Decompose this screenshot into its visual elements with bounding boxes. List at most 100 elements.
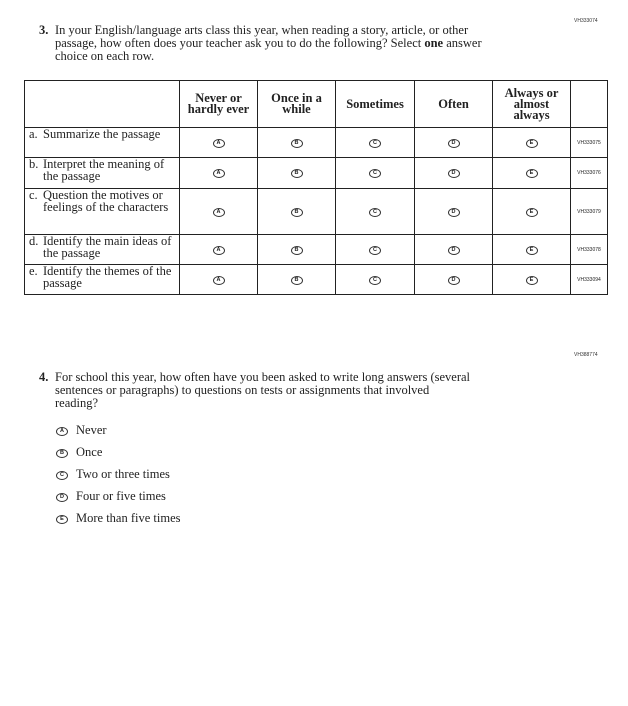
answer-bubble-c[interactable]: C xyxy=(369,169,381,179)
answer-cell: B xyxy=(257,157,336,189)
answer-bubble-a[interactable]: A xyxy=(56,426,68,436)
response-grid: Never or hardly ever Once in a while Sometim… xyxy=(24,80,608,295)
answer-cell: E xyxy=(492,127,571,158)
answer-option[interactable]: A Never xyxy=(56,423,107,438)
answer-option[interactable]: B Once xyxy=(56,445,102,460)
answer-bubble-a[interactable]: A xyxy=(212,207,225,217)
item-code: VH333094 xyxy=(570,264,608,295)
answer-cell: B xyxy=(257,234,336,265)
answer-bubble-d[interactable]: D xyxy=(56,492,68,502)
row-label: b. Interpret the meaning of the passage xyxy=(24,157,180,189)
answer-option[interactable]: C Two or three times xyxy=(56,467,170,482)
column-header: Often xyxy=(414,80,493,128)
answer-cell: D xyxy=(414,234,493,265)
answer-cell: D xyxy=(414,157,493,189)
question-text: passage, how often does your teacher ask… xyxy=(55,36,482,50)
answer-bubble-e[interactable]: E xyxy=(525,275,538,285)
question-text: sentences or paragraphs) to questions on… xyxy=(55,383,430,397)
option-label: Four or five times xyxy=(76,489,166,503)
answer-cell: A xyxy=(179,234,258,265)
row-label: c. Question the motives or feelings of th… xyxy=(24,188,180,235)
table-row: d. Identify the main ideas of the passage… xyxy=(24,234,608,265)
answer-cell: A xyxy=(179,127,258,158)
answer-bubble-d[interactable]: D xyxy=(447,138,460,148)
answer-cell: C xyxy=(335,157,415,189)
answer-cell: A xyxy=(179,188,258,235)
table-row: a. Summarize the passage A B C D E VH333075 xyxy=(24,127,608,158)
answer-bubble-b[interactable]: B xyxy=(290,138,303,148)
answer-cell: C xyxy=(335,264,415,295)
option-label: Once xyxy=(76,445,103,459)
answer-cell: C xyxy=(335,234,415,265)
answer-option[interactable]: D Four or five times xyxy=(56,489,166,504)
answer-bubble-a[interactable]: A xyxy=(212,138,225,148)
table-row: b. Interpret the meaning of the passage A B… xyxy=(24,157,608,189)
item-code: VH333074 xyxy=(574,18,598,24)
answer-cell: A xyxy=(179,264,258,295)
row-label: d. Identify the main ideas of the passage xyxy=(24,234,180,265)
answer-cell: E xyxy=(492,234,571,265)
answer-bubble-b[interactable]: B xyxy=(290,275,303,285)
answer-bubble-b[interactable]: B xyxy=(290,169,303,179)
item-code: VH333078 xyxy=(570,234,608,265)
answer-bubble-c[interactable]: C xyxy=(369,138,381,148)
answer-cell: B xyxy=(257,188,336,235)
option-label: Two or three times xyxy=(76,467,170,481)
answer-cell: E xyxy=(492,188,571,235)
answer-cell: E xyxy=(492,264,571,295)
question-number: 4. xyxy=(39,370,49,384)
answer-cell: B xyxy=(257,264,336,295)
answer-bubble-a[interactable]: A xyxy=(212,169,225,179)
answer-cell: C xyxy=(335,188,415,235)
answer-bubble-d[interactable]: D xyxy=(447,245,460,255)
answer-bubble-e[interactable]: E xyxy=(525,169,538,179)
question-4: 4. For school this year, how often have … xyxy=(39,370,555,410)
answer-bubble-e[interactable]: E xyxy=(525,245,538,255)
answer-bubble-d[interactable]: D xyxy=(447,169,460,179)
answer-cell: B xyxy=(257,127,336,158)
column-header: Always or almost always xyxy=(492,80,571,128)
item-code: VH388774 xyxy=(574,352,598,358)
answer-cell: A xyxy=(179,157,258,189)
row-label: a. Summarize the passage xyxy=(24,127,180,158)
question-number: 3. xyxy=(39,23,49,37)
question-text: For school this year, how often have you… xyxy=(55,370,471,384)
answer-bubble-a[interactable]: A xyxy=(212,275,225,285)
answer-cell: C xyxy=(335,127,415,158)
answer-bubble-c[interactable]: C xyxy=(369,207,381,217)
table-row: c. Question the motives or feelings of th… xyxy=(24,188,608,235)
answer-bubble-b[interactable]: B xyxy=(56,448,68,458)
column-header: Once in a while xyxy=(257,80,336,128)
answer-bubble-c[interactable]: C xyxy=(56,470,68,480)
header-blank xyxy=(24,80,180,128)
item-code: VH333075 xyxy=(570,127,608,158)
answer-cell: D xyxy=(414,264,493,295)
answer-bubble-a[interactable]: A xyxy=(212,245,225,255)
answer-cell: D xyxy=(414,127,493,158)
answer-bubble-e[interactable]: E xyxy=(525,138,538,148)
answer-bubble-e[interactable]: E xyxy=(56,514,68,524)
question-3: 3. In your English/language arts class t… xyxy=(39,23,575,63)
answer-bubble-d[interactable]: D xyxy=(447,275,460,285)
question-text: In your English/language arts class this… xyxy=(55,23,469,37)
answer-bubble-c[interactable]: C xyxy=(369,245,381,255)
question-text: choice on each row. xyxy=(55,49,155,63)
answer-bubble-e[interactable]: E xyxy=(525,207,538,217)
option-label: Never xyxy=(76,423,107,437)
answer-cell: E xyxy=(492,157,571,189)
row-label: e. Identify the themes of the passage xyxy=(24,264,180,295)
answer-option[interactable]: E More than five times xyxy=(56,511,181,526)
header-blank xyxy=(570,80,608,128)
table-row: e. Identify the themes of the passage A B C D… xyxy=(24,264,608,295)
answer-cell: D xyxy=(414,188,493,235)
answer-bubble-b[interactable]: B xyxy=(290,207,303,217)
item-code: VH333076 xyxy=(570,157,608,189)
answer-bubble-b[interactable]: B xyxy=(290,245,303,255)
column-header: Sometimes xyxy=(335,80,415,128)
option-label: More than five times xyxy=(76,511,181,525)
answer-bubble-d[interactable]: D xyxy=(447,207,460,217)
question-text: reading? xyxy=(55,396,99,410)
column-header: Never or hardly ever xyxy=(179,80,258,128)
answer-bubble-c[interactable]: C xyxy=(369,275,381,285)
